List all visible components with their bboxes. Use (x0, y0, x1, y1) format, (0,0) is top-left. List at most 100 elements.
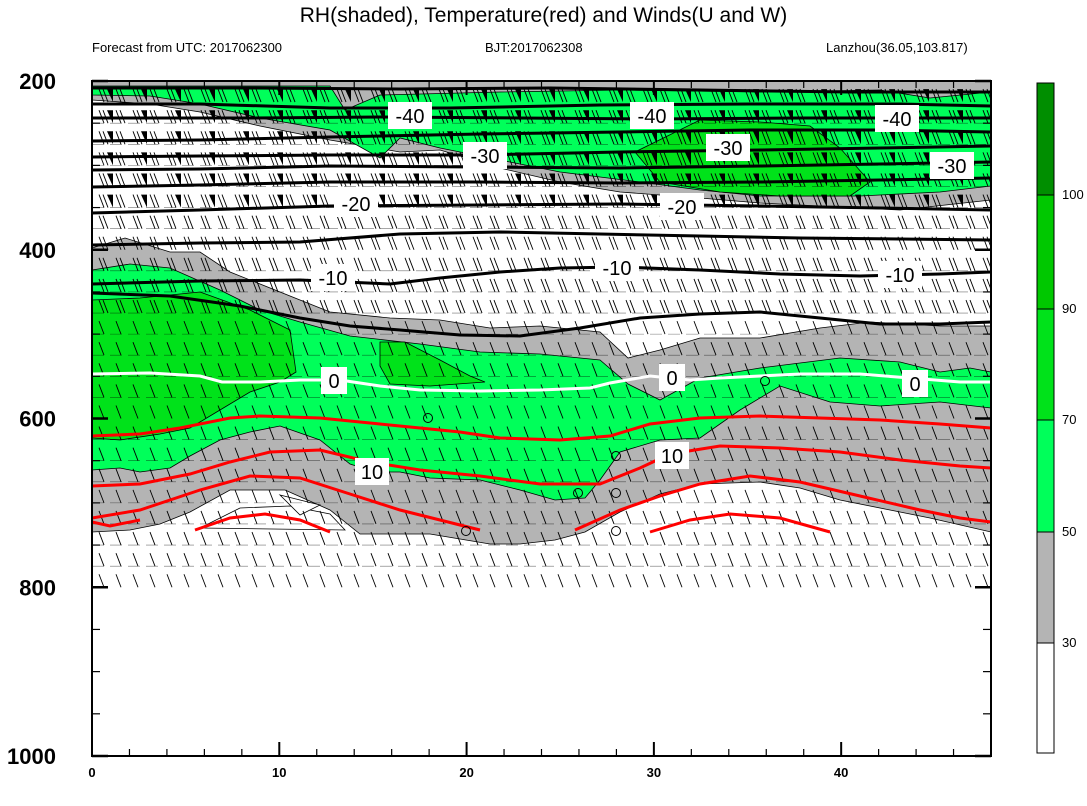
wind-barb (829, 215, 840, 229)
wind-barb (166, 194, 181, 208)
wind-barb (251, 342, 258, 356)
wind-barb (761, 215, 772, 229)
wind-barb (438, 299, 449, 314)
wind-barb (421, 299, 432, 314)
wind-barb (880, 468, 887, 482)
wind-barb (625, 405, 632, 419)
wind-barb (387, 405, 394, 419)
wind-barb (863, 131, 874, 145)
wind-barb (268, 215, 279, 229)
wind-barb (353, 426, 360, 440)
wind-barb (982, 447, 989, 461)
wind-barb (965, 552, 972, 567)
wind-barb (846, 426, 853, 440)
contour-line (649, 512, 831, 534)
wind-barb (710, 552, 717, 567)
wind-barb (472, 552, 479, 567)
contour-label: 10 (355, 458, 389, 485)
colorbar-label: 90 (1062, 301, 1076, 316)
wind-barb (778, 489, 785, 504)
wind-barb (115, 531, 122, 546)
wind-barb (268, 384, 275, 398)
wind-barb (744, 236, 755, 250)
wind-barb (897, 131, 908, 145)
wind-barb (659, 510, 666, 525)
wind-barb (761, 320, 768, 335)
wind-barb (625, 215, 636, 229)
wind-barb (982, 278, 991, 293)
wind-barb (421, 489, 428, 504)
wind-barb (727, 489, 734, 504)
wind-barb (523, 510, 530, 525)
wind-barb (948, 215, 959, 229)
wind-barb (591, 342, 598, 356)
wind-barb (200, 320, 207, 335)
wind-barb (98, 194, 113, 208)
wind-barb (438, 215, 449, 229)
wind-barb (217, 342, 224, 356)
wind-barb (540, 552, 547, 567)
wind-barb (506, 574, 513, 588)
wind-barb (115, 447, 122, 461)
wind-barb (965, 342, 972, 356)
wind-barb (285, 342, 292, 356)
wind-barb (795, 468, 802, 482)
wind-barb (931, 342, 938, 356)
wind-barb (744, 426, 751, 440)
wind-barb (132, 342, 139, 356)
wind-barb (761, 236, 772, 250)
wind-barb (455, 405, 462, 419)
wind-barb (540, 489, 547, 504)
wind-barb (880, 574, 887, 588)
wind-barb (217, 257, 228, 272)
wind-barb (455, 363, 462, 377)
wind-barb (506, 405, 513, 419)
wind-barb (948, 574, 955, 588)
wind-barb (336, 173, 351, 187)
wind-barb (234, 426, 241, 440)
wind-barb (897, 468, 904, 482)
wind-barb (540, 215, 551, 229)
wind-barb (965, 384, 972, 398)
wind-barb (98, 574, 105, 588)
wind-barb (421, 363, 428, 377)
wind-barb (625, 131, 636, 145)
wind-barb (676, 531, 683, 546)
wind-barb (897, 426, 904, 440)
wind-barb (404, 342, 411, 356)
wind-barb (251, 510, 258, 525)
wind-barb (251, 215, 262, 229)
wind-barb (982, 299, 991, 314)
wind-barb (812, 215, 823, 229)
wind-barb (608, 426, 615, 440)
wind-barb (591, 489, 598, 504)
wind-barb (540, 531, 547, 546)
wind-barb (557, 110, 568, 124)
wind-barb (795, 574, 802, 588)
y-tick-label: 600 (19, 407, 56, 432)
contour-label: 0 (902, 370, 928, 397)
wind-barb (812, 278, 823, 293)
wind-barb (778, 342, 785, 356)
svg-text:0: 0 (909, 374, 920, 396)
wind-barb (693, 574, 700, 588)
wind-barb (625, 552, 632, 567)
wind-barb (217, 552, 224, 567)
wind-barb (149, 299, 160, 314)
wind-barb (353, 574, 360, 588)
wind-barb (506, 489, 513, 504)
wind-barb (370, 574, 377, 588)
wind-barb (438, 531, 445, 546)
wind-barb (727, 173, 738, 187)
wind-barb (965, 278, 976, 293)
wind-barb (336, 342, 343, 356)
wind-barb (625, 342, 632, 356)
wind-barb (251, 574, 258, 588)
wind-barb (948, 405, 955, 419)
wind-barb (778, 574, 785, 588)
wind-barb (965, 489, 972, 504)
wind-barb (115, 468, 122, 482)
wind-barb (557, 173, 568, 187)
svg-text:-10: -10 (603, 258, 632, 280)
wind-barb (591, 363, 598, 377)
